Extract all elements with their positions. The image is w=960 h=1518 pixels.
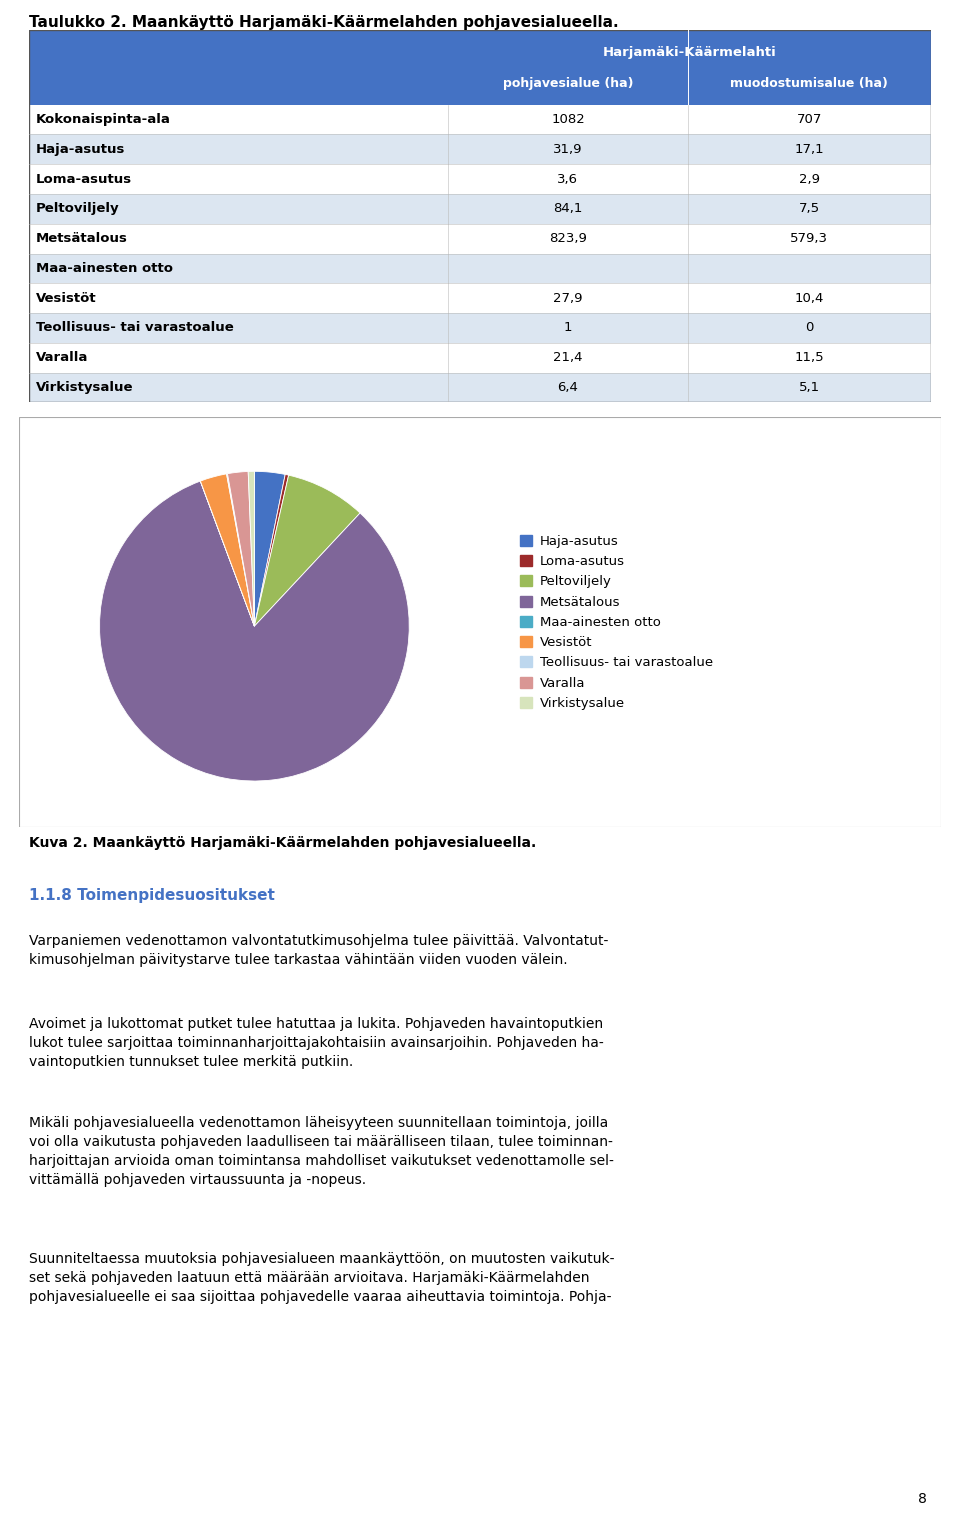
FancyBboxPatch shape xyxy=(29,284,931,313)
Text: 6,4: 6,4 xyxy=(558,381,579,393)
Text: 0: 0 xyxy=(805,322,813,334)
Wedge shape xyxy=(254,475,289,625)
FancyBboxPatch shape xyxy=(29,30,931,105)
FancyBboxPatch shape xyxy=(19,417,941,827)
Wedge shape xyxy=(228,472,254,625)
Text: 21,4: 21,4 xyxy=(553,351,583,364)
Wedge shape xyxy=(227,474,254,625)
Text: muodostumisalue (ha): muodostumisalue (ha) xyxy=(731,77,888,91)
Text: 1: 1 xyxy=(564,322,572,334)
Wedge shape xyxy=(100,481,409,780)
Text: Metsätalous: Metsätalous xyxy=(36,232,128,244)
Text: 10,4: 10,4 xyxy=(795,291,824,305)
Text: Varalla: Varalla xyxy=(36,351,88,364)
Text: Mikäli pohjavesialueella vedenottamon läheisyyteen suunnitellaan toimintoja, joi: Mikäli pohjavesialueella vedenottamon lä… xyxy=(29,1116,613,1187)
FancyBboxPatch shape xyxy=(29,343,931,372)
FancyBboxPatch shape xyxy=(29,135,931,164)
Text: 2,9: 2,9 xyxy=(799,173,820,185)
FancyBboxPatch shape xyxy=(29,372,931,402)
Text: 27,9: 27,9 xyxy=(553,291,583,305)
Text: 31,9: 31,9 xyxy=(553,143,583,156)
Text: Taulukko 2. Maankäyttö Harjamäki-Käärmelahden pohjavesialueella.: Taulukko 2. Maankäyttö Harjamäki-Käärmel… xyxy=(29,15,618,30)
Wedge shape xyxy=(201,481,254,625)
Text: 579,3: 579,3 xyxy=(790,232,828,244)
Text: 707: 707 xyxy=(797,114,822,126)
Text: Loma-asutus: Loma-asutus xyxy=(36,173,132,185)
Text: 84,1: 84,1 xyxy=(553,202,583,216)
Text: 11,5: 11,5 xyxy=(795,351,825,364)
Text: Virkistysalue: Virkistysalue xyxy=(36,381,133,393)
Text: Avoimet ja lukottomat putket tulee hatuttaa ja lukita. Pohjaveden havaintoputkie: Avoimet ja lukottomat putket tulee hatut… xyxy=(29,1017,604,1069)
FancyBboxPatch shape xyxy=(29,194,931,223)
Text: Teollisuus- tai varastoalue: Teollisuus- tai varastoalue xyxy=(36,322,234,334)
Legend: Haja-asutus, Loma-asutus, Peltoviljely, Metsätalous, Maa-ainesten otto, Vesistöt: Haja-asutus, Loma-asutus, Peltoviljely, … xyxy=(515,530,718,715)
FancyBboxPatch shape xyxy=(29,164,931,194)
Text: 17,1: 17,1 xyxy=(795,143,825,156)
Text: 1.1.8 Toimenpidesuositukset: 1.1.8 Toimenpidesuositukset xyxy=(29,888,275,903)
Text: Maa-ainesten otto: Maa-ainesten otto xyxy=(36,263,173,275)
Text: Harjamäki-Käärmelahti: Harjamäki-Käärmelahti xyxy=(603,46,777,59)
Wedge shape xyxy=(201,474,254,625)
FancyBboxPatch shape xyxy=(29,313,931,343)
FancyBboxPatch shape xyxy=(29,105,931,135)
Text: 1082: 1082 xyxy=(551,114,585,126)
Text: pohjavesialue (ha): pohjavesialue (ha) xyxy=(503,77,634,91)
Text: 7,5: 7,5 xyxy=(799,202,820,216)
Text: Suunniteltaessa muutoksia pohjavesialueen maankäyttöön, on muutosten vaikutuk-
s: Suunniteltaessa muutoksia pohjavesialuee… xyxy=(29,1252,614,1304)
Wedge shape xyxy=(254,471,285,625)
Text: Kokonaispinta-ala: Kokonaispinta-ala xyxy=(36,114,171,126)
FancyBboxPatch shape xyxy=(29,254,931,284)
FancyBboxPatch shape xyxy=(29,223,931,254)
Text: Vesistöt: Vesistöt xyxy=(36,291,97,305)
Text: 3,6: 3,6 xyxy=(558,173,579,185)
Text: Haja-asutus: Haja-asutus xyxy=(36,143,126,156)
Text: Varpaniemen vedenottamon valvontatutkimusohjelma tulee päivittää. Valvontatut-
k: Varpaniemen vedenottamon valvontatutkimu… xyxy=(29,934,609,967)
Text: 5,1: 5,1 xyxy=(799,381,820,393)
Text: Kuva 2. Maankäyttö Harjamäki-Käärmelahden pohjavesialueella.: Kuva 2. Maankäyttö Harjamäki-Käärmelahde… xyxy=(29,836,536,850)
Wedge shape xyxy=(249,471,254,625)
Text: 823,9: 823,9 xyxy=(549,232,587,244)
Text: Peltoviljely: Peltoviljely xyxy=(36,202,120,216)
Wedge shape xyxy=(254,475,360,625)
Text: 8: 8 xyxy=(918,1492,926,1506)
